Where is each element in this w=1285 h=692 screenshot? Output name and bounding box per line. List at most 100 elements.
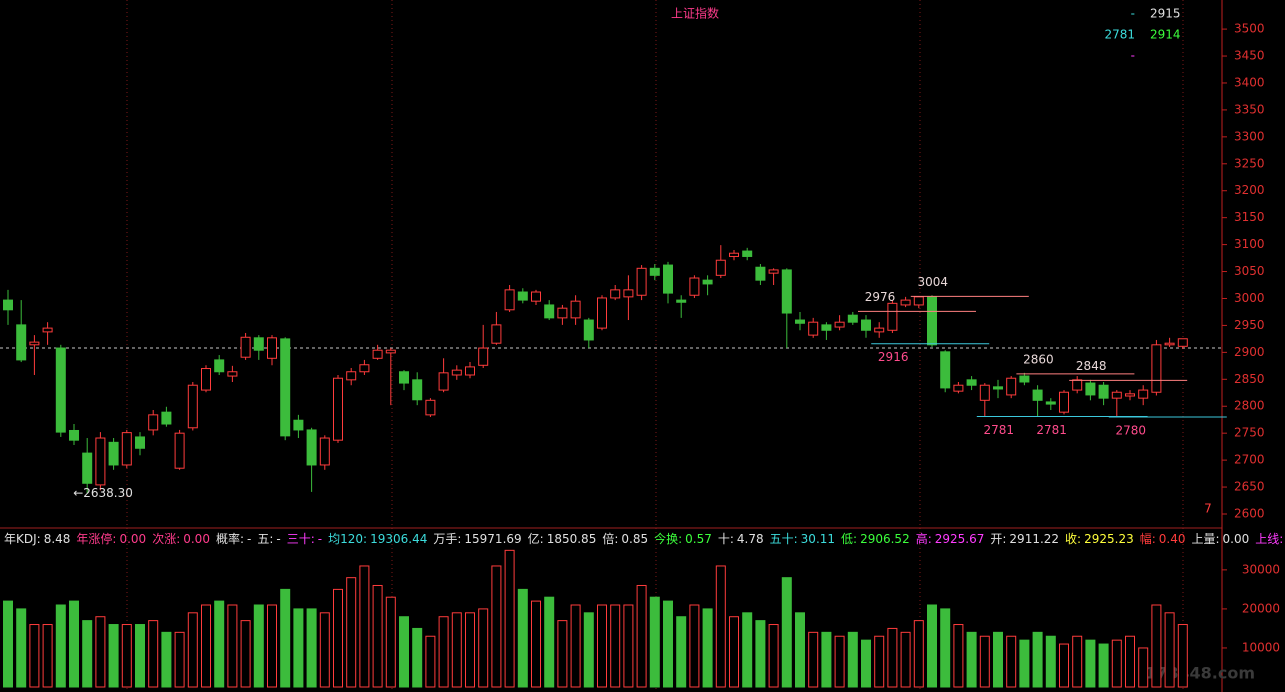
info-label: 上线: [1255, 532, 1284, 546]
candle-body [1098, 384, 1109, 399]
volume-bar [240, 620, 251, 688]
candle-body [900, 299, 911, 306]
volume-bar [517, 588, 528, 688]
candle-body [913, 296, 924, 306]
volume-bar [847, 631, 858, 688]
volume-bar [1085, 639, 1096, 688]
candle-body [755, 266, 766, 281]
volume-bar [346, 577, 357, 688]
candle-body [768, 269, 779, 274]
info-item: 幅: 0.40 [1140, 530, 1186, 546]
volume-bar [319, 612, 330, 688]
info-label: 上量: [1191, 532, 1220, 546]
annotation-label: 2781 [984, 423, 1015, 437]
candle-body [1032, 389, 1043, 401]
candle-body [69, 429, 79, 441]
info-item: 年KDJ: 8.48 [4, 530, 70, 546]
info-label: 次涨: [152, 532, 181, 546]
separators [126, 0, 1184, 692]
volume-bar [108, 624, 119, 688]
annotation-label: 2848 [1076, 359, 1107, 373]
candle-body [121, 432, 132, 466]
info-item: 十: 4.78 [718, 530, 764, 546]
watermark: 178448.com [1145, 664, 1255, 683]
candle-body [795, 319, 805, 324]
candle-body [887, 302, 898, 331]
volume-bar [821, 631, 832, 688]
info-item: 五: - [257, 530, 280, 546]
candle-body [55, 347, 66, 433]
info-item: 概率: - [216, 530, 251, 546]
candle-body [1138, 389, 1149, 399]
info-value: 0.85 [621, 532, 649, 546]
info-value: 2906.52 [860, 532, 910, 546]
candle-body [517, 291, 528, 301]
annotation-label: 2916 [878, 350, 909, 364]
candle-body [663, 264, 673, 294]
candle-body [465, 366, 475, 376]
candle-body [478, 347, 489, 366]
info-value: 30.11 [800, 532, 836, 546]
candle-body [583, 319, 594, 341]
volume-bar [1098, 643, 1109, 688]
volume-bar [425, 635, 436, 688]
candle-body [715, 259, 726, 276]
candle-body [108, 441, 119, 466]
y-tick-label: 2650 [1234, 480, 1265, 494]
candle-body [993, 386, 1003, 390]
candle-body [1085, 382, 1096, 396]
info-label: 低: [841, 532, 858, 546]
volume-bar [451, 612, 462, 688]
y-tick-label: 2950 [1234, 318, 1265, 332]
candle-body [95, 437, 106, 486]
candle-body [531, 291, 541, 302]
volume-bar [465, 612, 475, 688]
info-value: 19306.44 [370, 532, 428, 546]
info-item: 年涨停: 0.00 [76, 530, 146, 546]
candle-body [174, 432, 185, 469]
info-value: 0.00 [119, 532, 147, 546]
volume-bar [993, 631, 1003, 688]
volume-bar [676, 616, 687, 688]
y-tick-label: 3350 [1234, 102, 1265, 116]
info-value: 1850.85 [546, 532, 597, 546]
volume-bar [3, 600, 13, 688]
quote-right: 2914 [1150, 28, 1181, 42]
volume-bar [755, 620, 766, 688]
info-value: 0.00 [1222, 532, 1250, 546]
volume-bar [887, 627, 898, 688]
annotation-label: 2780 [1116, 424, 1147, 438]
info-item: 上量: 0.00 [1191, 530, 1249, 546]
info-value: - [317, 532, 323, 546]
candle-body [1019, 375, 1030, 383]
candle-body [3, 299, 13, 311]
annotation-label: 3004 [918, 275, 949, 289]
info-value: - [247, 532, 252, 546]
volume-bar [531, 600, 541, 688]
candle-body [781, 269, 792, 314]
volume-bar [55, 604, 66, 688]
candle-body [201, 368, 211, 391]
candle-body [253, 337, 264, 351]
info-value: 2925.23 [1084, 532, 1134, 546]
info-label: 三十: [286, 532, 315, 546]
volume-bar [966, 631, 977, 688]
volume-bar [583, 612, 594, 688]
info-item: 五十: 30.11 [770, 530, 835, 546]
volume-bar [781, 577, 792, 688]
candle-body [557, 307, 568, 319]
annotation-label: 2781 [1036, 423, 1067, 437]
info-label: 倍: [602, 532, 619, 546]
info-item: 万手: 15971.69 [433, 530, 521, 546]
volume-bar [201, 604, 211, 688]
volume-bar [333, 588, 343, 688]
volume-bar [1059, 643, 1069, 688]
volume-bar [610, 604, 621, 688]
volume-bar [1045, 635, 1056, 688]
volume-bar [623, 604, 634, 688]
info-item: 今换: 0.57 [654, 530, 712, 546]
candle-body [636, 267, 647, 296]
candle-body [333, 377, 343, 441]
